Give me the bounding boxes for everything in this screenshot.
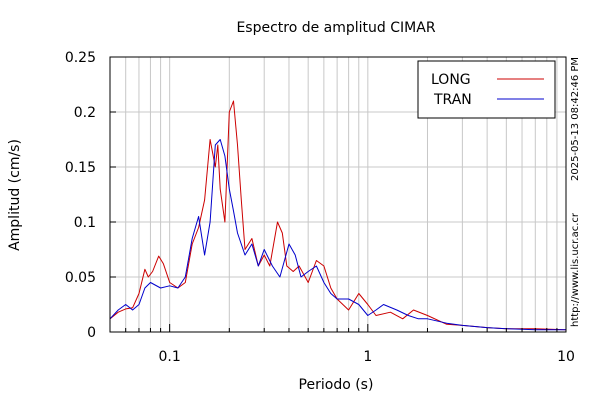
chart-title: Espectro de amplitud CIMAR bbox=[236, 20, 435, 36]
legend-label-long: LONG bbox=[431, 72, 471, 88]
y-tick-label-0: 0 bbox=[87, 325, 96, 341]
series-layer bbox=[109, 100, 567, 331]
y-tick-label-1: 0.05 bbox=[65, 270, 96, 286]
y-tick-label-5: 0.25 bbox=[65, 50, 96, 66]
x-tick-label-1: 1 bbox=[363, 349, 372, 365]
plot-frame bbox=[109, 56, 567, 333]
series-line-tran bbox=[109, 139, 566, 331]
x-tick-label-0: 0.1 bbox=[159, 349, 181, 365]
website-label: http://www.lis.ucr.ac.cr bbox=[570, 212, 581, 327]
timestamp-label: 2025-05-13 08:42:46 PM bbox=[570, 57, 581, 181]
grid-lines bbox=[110, 57, 566, 332]
y-axis-ticks: 0 0.05 0.1 0.15 0.2 0.25 bbox=[65, 50, 116, 341]
y-tick-label-3: 0.15 bbox=[65, 160, 96, 176]
legend: LONG TRAN bbox=[417, 60, 556, 119]
y-tick-label-4: 0.2 bbox=[74, 105, 96, 121]
x-tick-label-2: 10 bbox=[557, 349, 575, 365]
series-line-long bbox=[109, 100, 567, 331]
x-axis-label: Periodo (s) bbox=[299, 377, 374, 393]
x-axis-ticks: 0.1 1 10 bbox=[109, 324, 575, 365]
legend-box bbox=[417, 60, 556, 119]
y-axis-label: Amplitud (cm/s) bbox=[7, 139, 23, 251]
legend-label-tran: TRAN bbox=[433, 92, 472, 108]
y-tick-label-2: 0.1 bbox=[74, 215, 96, 231]
